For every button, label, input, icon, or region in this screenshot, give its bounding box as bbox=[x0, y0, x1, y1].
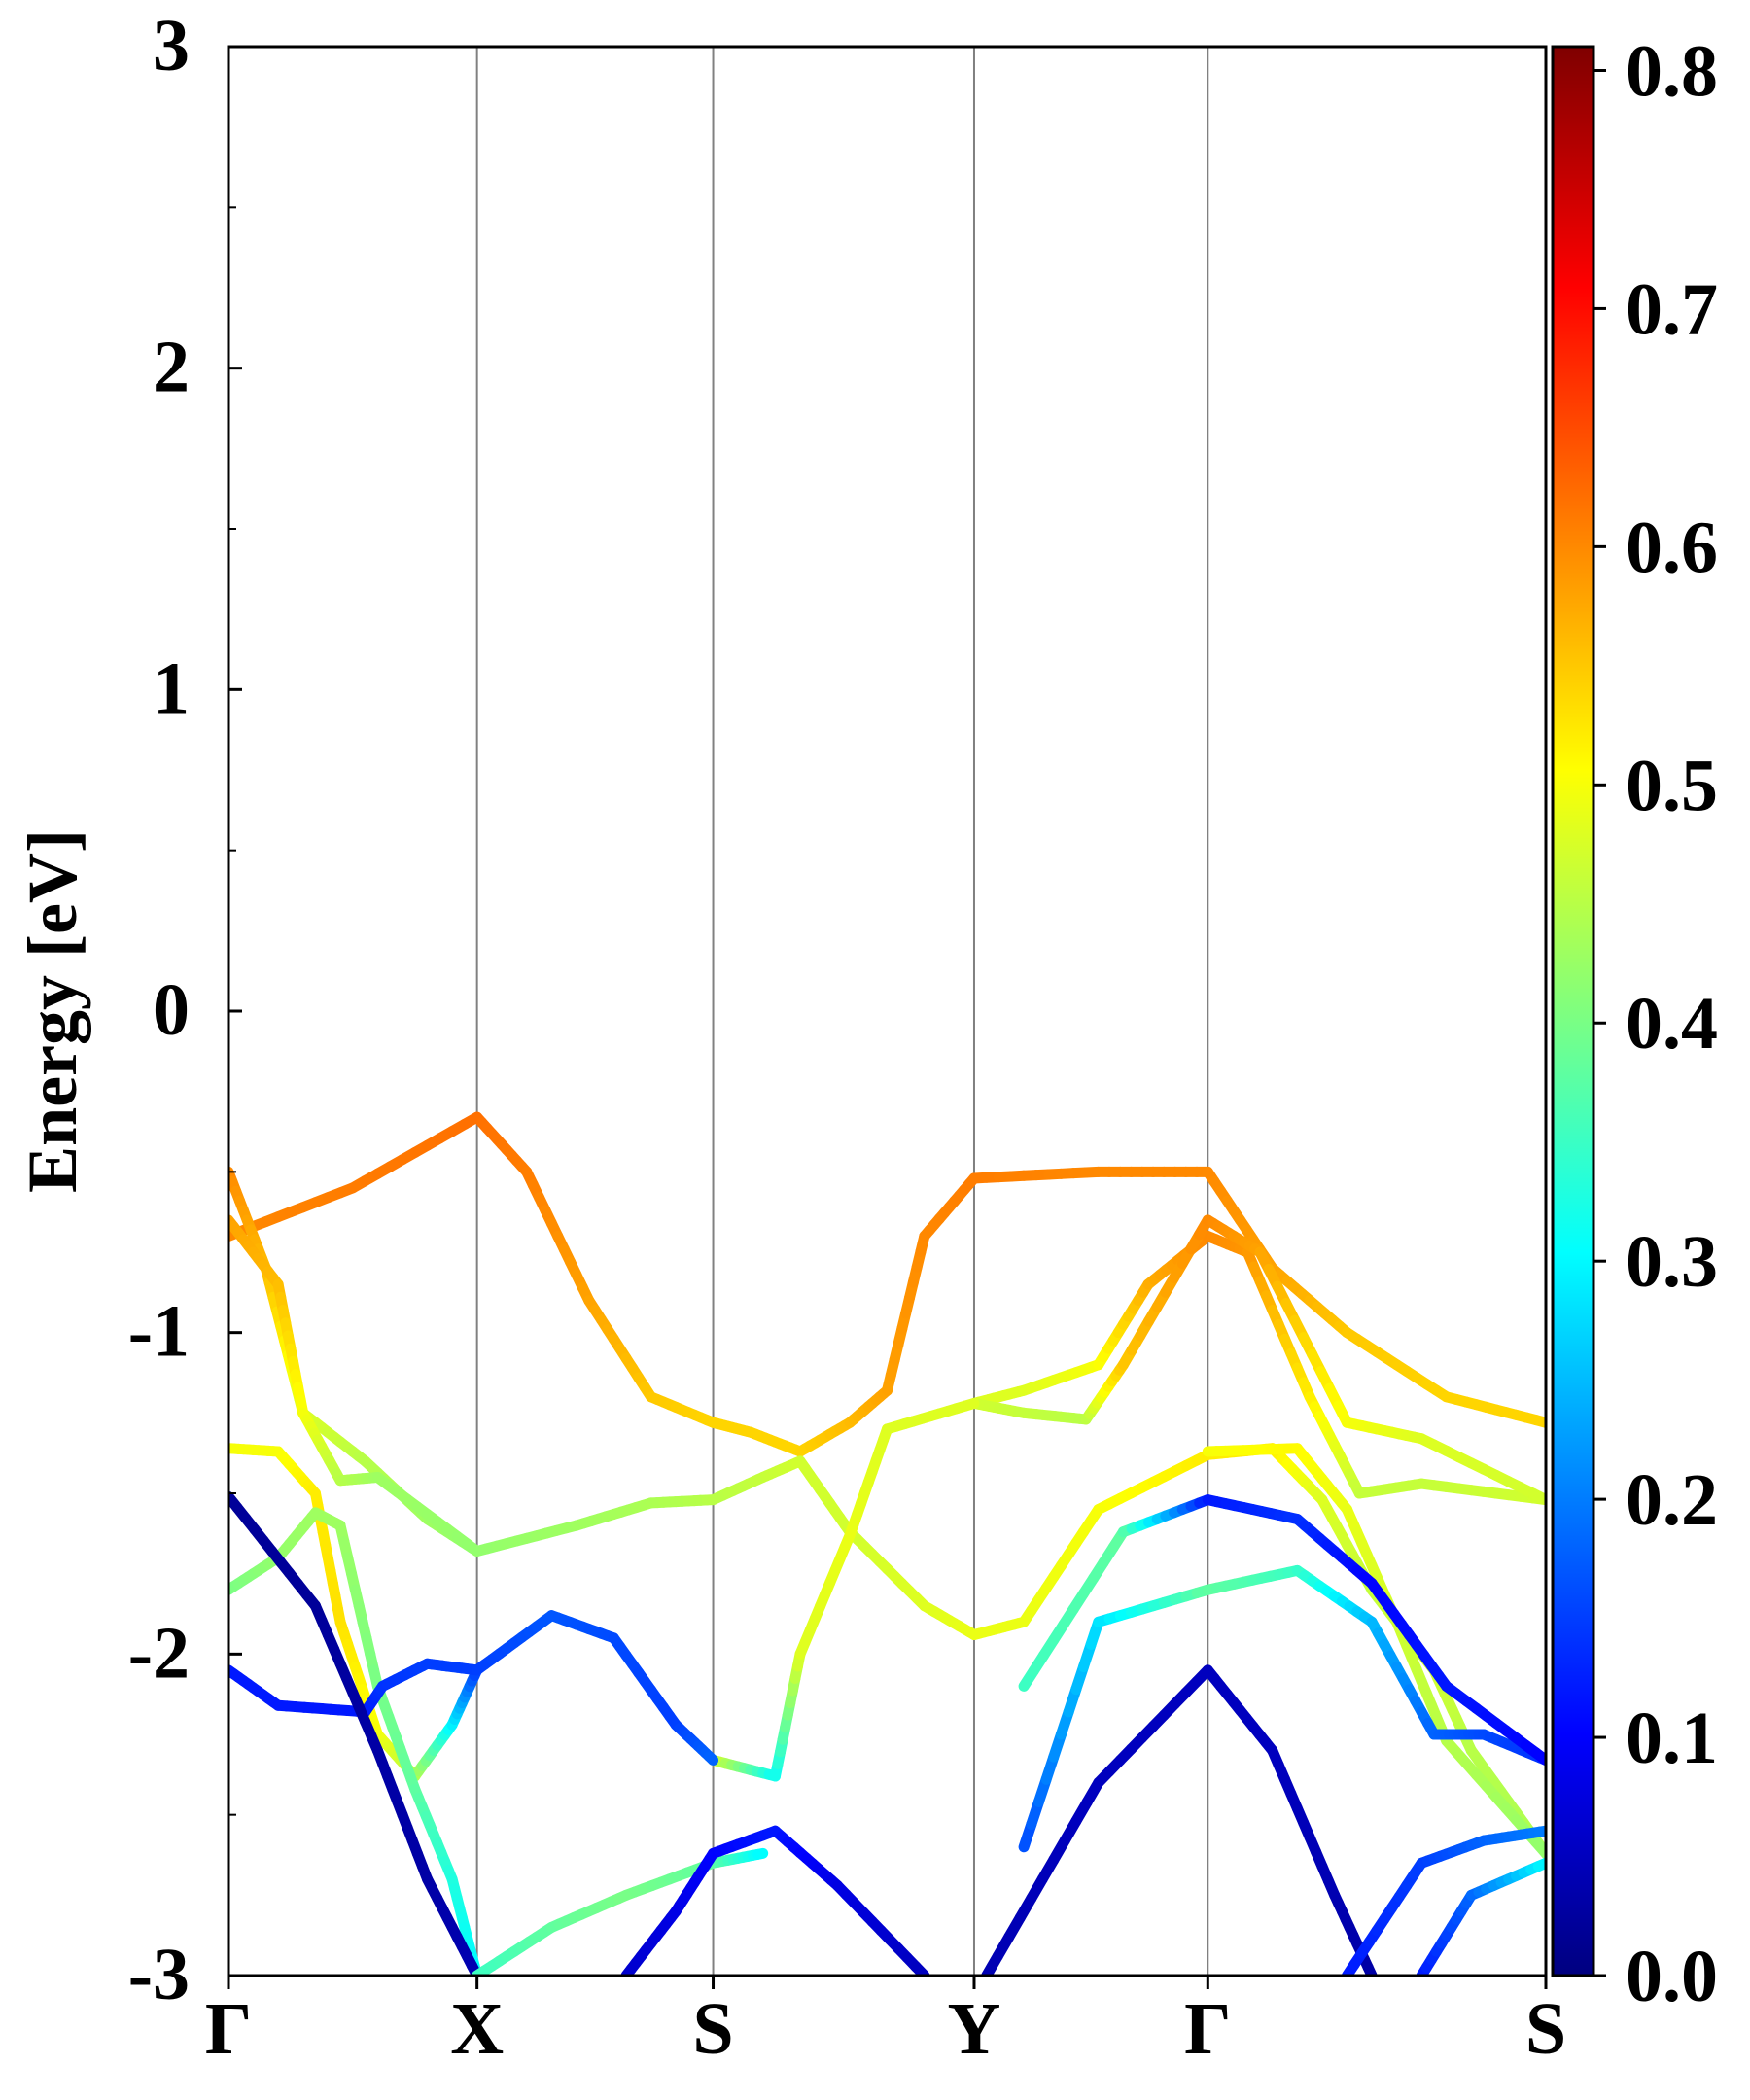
colorbar-tick-label: 0.1 bbox=[1626, 1698, 1718, 1779]
colorbar bbox=[1551, 45, 1595, 1978]
band-4 bbox=[968, 1214, 1546, 1506]
colorbar-tick-label: 0.0 bbox=[1626, 1936, 1718, 2017]
energy-bands bbox=[228, 1111, 1546, 1976]
band-16 bbox=[1341, 1825, 1546, 1976]
band-9 bbox=[228, 1610, 719, 1766]
band-segment bbox=[752, 1847, 769, 1860]
band-12 bbox=[1018, 1494, 1546, 1766]
colorbar-tick-label: 0.8 bbox=[1626, 30, 1718, 112]
colorbar-tick-label: 0.7 bbox=[1626, 268, 1718, 350]
x-tick-label: Γ bbox=[1184, 1988, 1231, 2070]
plot-frame bbox=[227, 45, 1548, 1978]
band-segment bbox=[910, 1961, 930, 1976]
band-segment bbox=[1530, 1415, 1546, 1428]
y-tick-label: 0 bbox=[153, 969, 190, 1051]
k-point-grid-lines bbox=[475, 47, 1209, 1976]
band-15 bbox=[981, 1664, 1378, 1976]
band-segment bbox=[704, 1751, 719, 1766]
band-segment bbox=[461, 1538, 483, 1558]
x-tick-label: Γ bbox=[205, 1988, 252, 2070]
y-tick-label: 1 bbox=[153, 648, 190, 729]
band-segment bbox=[1530, 1837, 1546, 1859]
band-0 bbox=[228, 1111, 1546, 1457]
y-tick-label: -3 bbox=[128, 1934, 190, 2015]
y-tick-label: -2 bbox=[128, 1612, 190, 1694]
band-14 bbox=[620, 1825, 930, 1976]
band-5 bbox=[228, 1443, 483, 1782]
band-11 bbox=[1018, 1564, 1546, 1853]
x-tick-label: S bbox=[692, 1988, 733, 2070]
band-segment bbox=[960, 1397, 980, 1412]
colorbar-tick-label: 0.6 bbox=[1626, 507, 1718, 588]
colorbar-tick-label: 0.2 bbox=[1626, 1459, 1718, 1541]
colorbar-tick-label: 0.3 bbox=[1626, 1221, 1718, 1303]
colorbar-tick-label: 0.4 bbox=[1626, 983, 1718, 1065]
colorbar-ticks: 0.0 0.1 0.2 0.3 0.4 0.5 0.6 0.7 0.8 bbox=[1593, 30, 1718, 2017]
band-segment bbox=[1527, 1488, 1546, 1506]
y-tick-label: 3 bbox=[153, 5, 190, 87]
y-axis-label: Energy [eV] bbox=[14, 829, 91, 1193]
x-tick-label: Y bbox=[948, 1988, 1001, 2070]
band-7 bbox=[708, 1397, 980, 1782]
colorbar-tick-label: 0.5 bbox=[1626, 745, 1718, 826]
band-13 bbox=[472, 1847, 769, 1976]
band-6 bbox=[228, 1507, 483, 1976]
x-tick-label: X bbox=[450, 1988, 504, 2070]
y-tick-label: -1 bbox=[128, 1291, 190, 1373]
x-tick-label: S bbox=[1525, 1988, 1566, 2070]
band-17 bbox=[1416, 1857, 1546, 1976]
y-axis-ticks: -3 -2 -1 0 1 2 3 bbox=[128, 5, 242, 2015]
band-2 bbox=[228, 1214, 483, 1558]
band-segment bbox=[1530, 1747, 1546, 1766]
y-tick-label: 2 bbox=[153, 327, 190, 408]
